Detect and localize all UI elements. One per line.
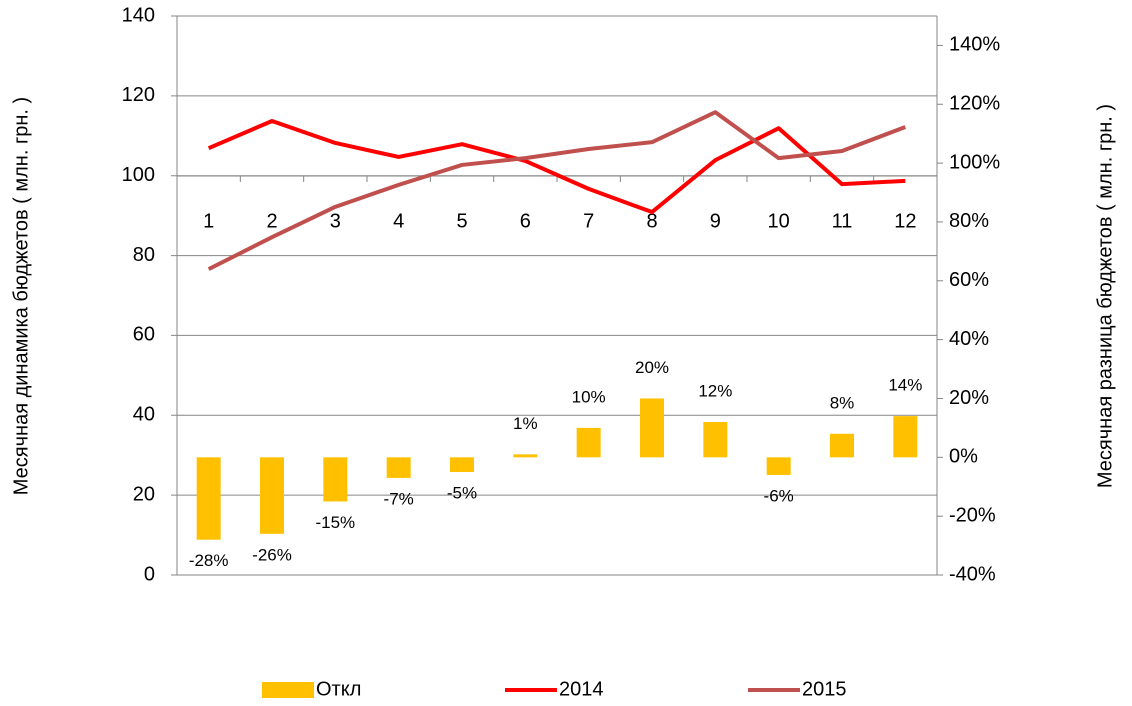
y-tick-label: 80	[133, 244, 155, 266]
line	[207, 110, 907, 271]
y2-tick-label: 0%	[949, 446, 978, 468]
data-label: 20%	[635, 358, 669, 377]
bar	[893, 416, 918, 458]
x-tick-label: 2	[266, 210, 277, 232]
y-tick-label: 140	[122, 4, 155, 26]
y2-tick-label: -40%	[949, 563, 996, 585]
data-label: -28%	[189, 551, 229, 570]
bar	[766, 457, 791, 475]
x-tick-label: 10	[768, 210, 790, 232]
data-label: -15%	[315, 513, 355, 532]
bar	[260, 457, 284, 534]
legend-label: 2015	[802, 678, 847, 700]
bar	[386, 457, 411, 478]
x-tick-label: 9	[710, 210, 721, 232]
y2-tick-label: 100%	[949, 151, 1000, 173]
y-tick-label: 0	[144, 563, 155, 585]
bar	[640, 398, 664, 458]
y2-tick-label: 140%	[949, 34, 1000, 56]
x-tick-label: 3	[330, 210, 341, 232]
x-tick-label: 8	[646, 210, 657, 232]
y2-axis-label: Месячная разница бюджетов ( млн. грн. )	[1094, 104, 1116, 488]
y-tick-label: 100	[122, 164, 155, 186]
data-label: 14%	[888, 376, 922, 395]
y-tick-label: 40	[133, 404, 155, 426]
x-tick-label: 6	[520, 210, 531, 232]
x-tick-label: 4	[393, 210, 404, 232]
legend-swatch	[262, 682, 314, 698]
bar	[703, 422, 728, 458]
x-tick-label: 12	[894, 210, 916, 232]
y-tick-label: 60	[133, 324, 155, 346]
y-tick-label: 20	[133, 483, 155, 505]
bar	[830, 433, 854, 458]
y2-tick-label: -20%	[949, 504, 996, 526]
data-label: 8%	[830, 393, 855, 412]
y-tick-label: 120	[122, 84, 155, 106]
y2-tick-label: 80%	[949, 210, 989, 232]
y2-tick-label: 60%	[949, 269, 989, 291]
bar	[450, 457, 474, 473]
bar	[323, 457, 348, 502]
x-tick-label: 1	[203, 210, 214, 232]
legend-label: 2014	[559, 678, 604, 700]
y2-tick-label: 40%	[949, 328, 989, 350]
x-tick-label: 7	[583, 210, 594, 232]
data-label: 12%	[698, 381, 732, 400]
data-label: 1%	[513, 414, 538, 433]
y2-tick-label: 20%	[949, 387, 989, 409]
data-label: -6%	[764, 486, 794, 505]
line	[207, 119, 906, 215]
data-label: -7%	[384, 489, 414, 508]
y-axis-label: Месячная динамика бюджетов ( млн. грн. )	[10, 97, 32, 495]
bar	[576, 427, 601, 458]
bar	[196, 457, 221, 540]
data-label: 10%	[572, 387, 606, 406]
data-label: -26%	[252, 545, 292, 564]
x-tick-label: 11	[832, 210, 853, 232]
y2-tick-label: 120%	[949, 93, 1000, 115]
bar	[513, 454, 538, 458]
legend-label: Откл	[316, 678, 361, 700]
x-tick-label: 5	[456, 210, 467, 232]
data-label: -5%	[447, 484, 477, 503]
